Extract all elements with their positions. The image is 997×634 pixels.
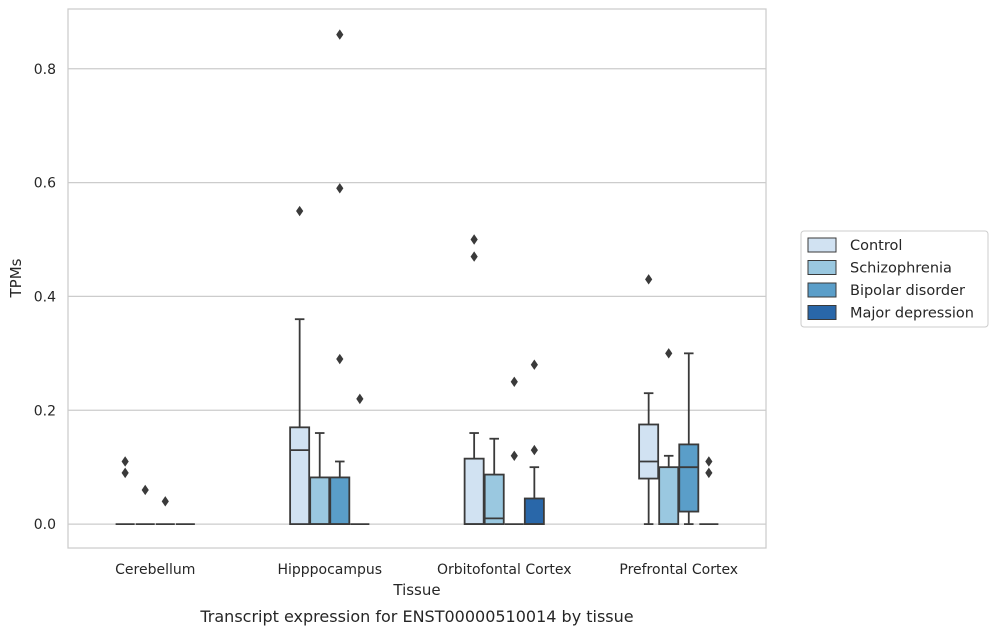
outlier-point <box>510 376 518 388</box>
outlier-point <box>141 484 149 496</box>
outlier-point <box>336 353 344 365</box>
box-0-2 <box>155 496 175 525</box>
box-2-3 <box>523 359 545 525</box>
outlier-point <box>121 456 129 467</box>
outlier-point <box>705 456 713 467</box>
legend-item: Bipolar disorder <box>807 282 965 299</box>
outlier-point <box>356 393 364 405</box>
outlier-point <box>530 359 538 370</box>
box-body <box>523 497 545 525</box>
box-2-0 <box>463 234 485 525</box>
box-1-1 <box>309 432 331 525</box>
x-tick-label: Cerebellum <box>115 562 195 578</box>
chart-caption: Transcript expression for ENST0000051001… <box>199 607 633 626</box>
box-body <box>463 457 485 525</box>
box-2-1 <box>483 437 505 525</box>
legend-label: Bipolar disorder <box>850 283 965 299</box>
outlier-point <box>645 274 653 285</box>
outlier-point <box>121 467 129 479</box>
box-1-2 <box>329 29 351 525</box>
y-axis-title: TPMs <box>7 258 25 298</box>
box-body <box>678 443 700 513</box>
legend-swatch <box>807 305 837 320</box>
box-body <box>483 473 505 525</box>
y-tick-label: 0.0 <box>34 517 56 533</box>
box-0-0 <box>115 456 135 525</box>
legend-item: Major depression <box>807 305 974 322</box>
legend-frame <box>800 230 989 328</box>
outlier-point <box>665 348 673 359</box>
box-1-0 <box>289 205 311 525</box>
legend-label: Schizophrenia <box>850 261 952 277</box>
outlier-point <box>336 183 344 194</box>
y-tick-label: 0.4 <box>34 289 56 305</box>
legend-item: Schizophrenia <box>807 260 952 277</box>
outlier-point <box>470 251 478 262</box>
grid-lines <box>68 68 766 525</box>
legend: Control Schizophrenia Bipolar disorder Majo… <box>800 230 989 328</box>
box-1-3 <box>350 393 370 525</box>
x-tick-label: Prefrontal Cortex <box>619 562 738 578</box>
box-3-3 <box>699 456 719 525</box>
outlier-point <box>510 450 518 461</box>
plot-area-frame <box>67 8 767 549</box>
y-tick-label: 0.6 <box>34 176 56 192</box>
box-0-1 <box>135 484 155 525</box>
legend-label: Major depression <box>850 306 974 322</box>
outlier-point <box>296 205 304 217</box>
y-tick-label: 0.2 <box>34 403 56 419</box>
outlier-point <box>705 467 713 479</box>
x-tick-label: Orbitofontal Cortex <box>437 562 572 578</box>
box-2-2 <box>504 376 524 525</box>
box-3-2 <box>678 352 700 525</box>
outlier-point <box>161 496 169 507</box>
box-body <box>658 466 680 525</box>
outlier-point <box>470 234 478 245</box>
box-body <box>289 426 311 525</box>
x-axis-tick-labels: Cerebellum Hipppocampus Orbitofontal Corte… <box>115 562 738 578</box>
legend-swatch <box>807 282 837 298</box>
outlier-point <box>336 29 344 40</box>
box-body <box>329 476 351 525</box>
box-3-1 <box>658 348 680 525</box>
legend-swatch <box>807 260 837 275</box>
box-body <box>638 423 660 480</box>
legend-item: Control <box>807 237 902 254</box>
legend-label: Control <box>850 238 902 254</box>
box-body <box>309 476 331 525</box>
x-axis-title: Tissue <box>392 581 440 599</box>
y-tick-label: 0.8 <box>34 62 56 78</box>
box-3-0 <box>638 274 660 525</box>
y-axis-tick-labels: 0.0 0.2 0.4 0.6 0.8 <box>34 62 56 533</box>
box-plot-series <box>115 29 719 525</box>
legend-swatch <box>807 237 837 253</box>
outlier-point <box>530 444 538 456</box>
x-tick-label: Hipppocampus <box>277 562 382 578</box>
